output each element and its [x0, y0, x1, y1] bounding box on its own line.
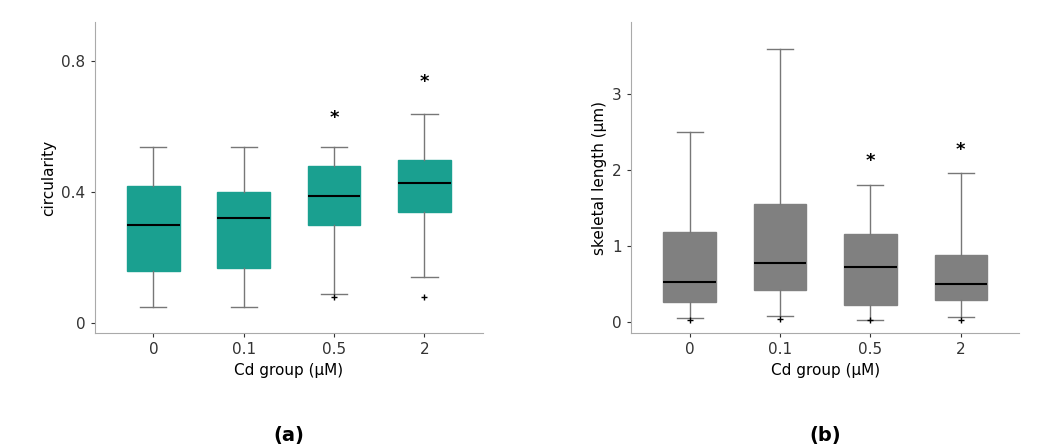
Y-axis label: skeletal length (μm): skeletal length (μm) — [592, 101, 606, 254]
Y-axis label: circularity: circularity — [41, 139, 56, 216]
PathPatch shape — [754, 204, 806, 290]
Text: (b): (b) — [809, 426, 841, 444]
Text: *: * — [956, 141, 966, 159]
PathPatch shape — [127, 186, 180, 271]
Text: *: * — [329, 109, 338, 127]
PathPatch shape — [398, 159, 451, 212]
Text: *: * — [419, 73, 429, 91]
Text: (a): (a) — [273, 426, 305, 444]
X-axis label: Cd group (μM): Cd group (μM) — [770, 363, 880, 377]
PathPatch shape — [663, 232, 716, 302]
PathPatch shape — [844, 234, 897, 305]
X-axis label: Cd group (μM): Cd group (μM) — [234, 363, 344, 377]
PathPatch shape — [934, 255, 987, 301]
PathPatch shape — [218, 192, 270, 268]
PathPatch shape — [308, 166, 360, 225]
Text: *: * — [866, 152, 875, 170]
